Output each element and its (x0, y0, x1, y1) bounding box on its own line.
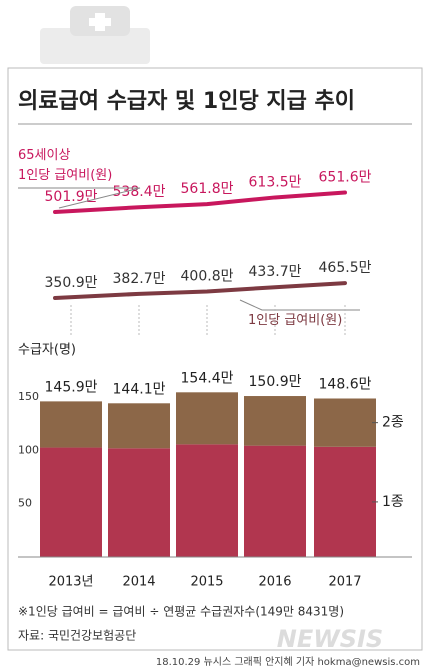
total-label: 148.6만 (319, 376, 372, 392)
legend-label: 2종 (382, 415, 404, 431)
value-label: 433.7만 (249, 264, 302, 280)
series-name: 65세이상 1인당 급여비(원) (18, 148, 113, 183)
total-label: 150.9만 (249, 374, 302, 390)
total-label: 145.9만 (45, 379, 98, 395)
credit: 18.10.29 뉴시스 그래픽 안지혜 기자 hokma@newsis.com (156, 656, 420, 668)
x-tick-label: 2014 (122, 575, 155, 590)
y-tick-label: 100 (18, 443, 39, 456)
value-label: 400.8만 (181, 268, 234, 284)
value-label: 561.8만 (181, 181, 234, 197)
total-label: 144.1만 (113, 381, 166, 397)
x-tick-label: 2015 (190, 575, 223, 590)
leader (239, 299, 360, 311)
bar-segment (314, 446, 376, 557)
y-tick-label: 150 (18, 390, 39, 403)
value-label: 613.5만 (249, 174, 302, 190)
bar-segment (244, 396, 306, 446)
bar-segment (314, 398, 376, 447)
value-label: 465.5만 (319, 260, 372, 276)
watermark: NEWSIS (277, 625, 383, 653)
y-tick-label: 50 (18, 497, 32, 510)
bar-segment (40, 401, 102, 448)
value-label: 382.7만 (113, 271, 166, 287)
bar-segment (176, 444, 238, 557)
bar-segment (176, 392, 238, 445)
bar-segment (244, 445, 306, 557)
frame (7, 67, 423, 651)
y-axis-label: 수급자(명) (18, 343, 76, 358)
chart-title: 의료급여 수급자 및 1인당 지급 추이 (18, 89, 355, 114)
value-label: 501.9만 (45, 189, 98, 205)
source: 자료: 국민건강보험공단 (18, 629, 136, 643)
bar-segment (108, 403, 170, 449)
x-tick-label: 2016 (258, 575, 291, 590)
value-label: 350.9만 (45, 275, 98, 291)
x-tick-label: 2017 (328, 575, 361, 590)
series-name: 1인당 급여비(원) (248, 313, 343, 328)
leader (18, 187, 141, 209)
total-label: 154.4만 (181, 370, 234, 386)
bar-segment (40, 447, 102, 557)
x-tick-label: 2013년 (48, 575, 93, 590)
value-label: 651.6만 (319, 169, 372, 185)
line (53, 190, 347, 214)
header-icon (40, 6, 150, 64)
legend-label: 1종 (382, 494, 404, 510)
bar-segment (108, 448, 170, 557)
line (53, 281, 347, 300)
value-label: 538.4만 (113, 184, 166, 200)
footnote: ※1인당 급여비 = 급여비 ÷ 연평균 수급권자수(149만 8431명) (18, 605, 344, 619)
